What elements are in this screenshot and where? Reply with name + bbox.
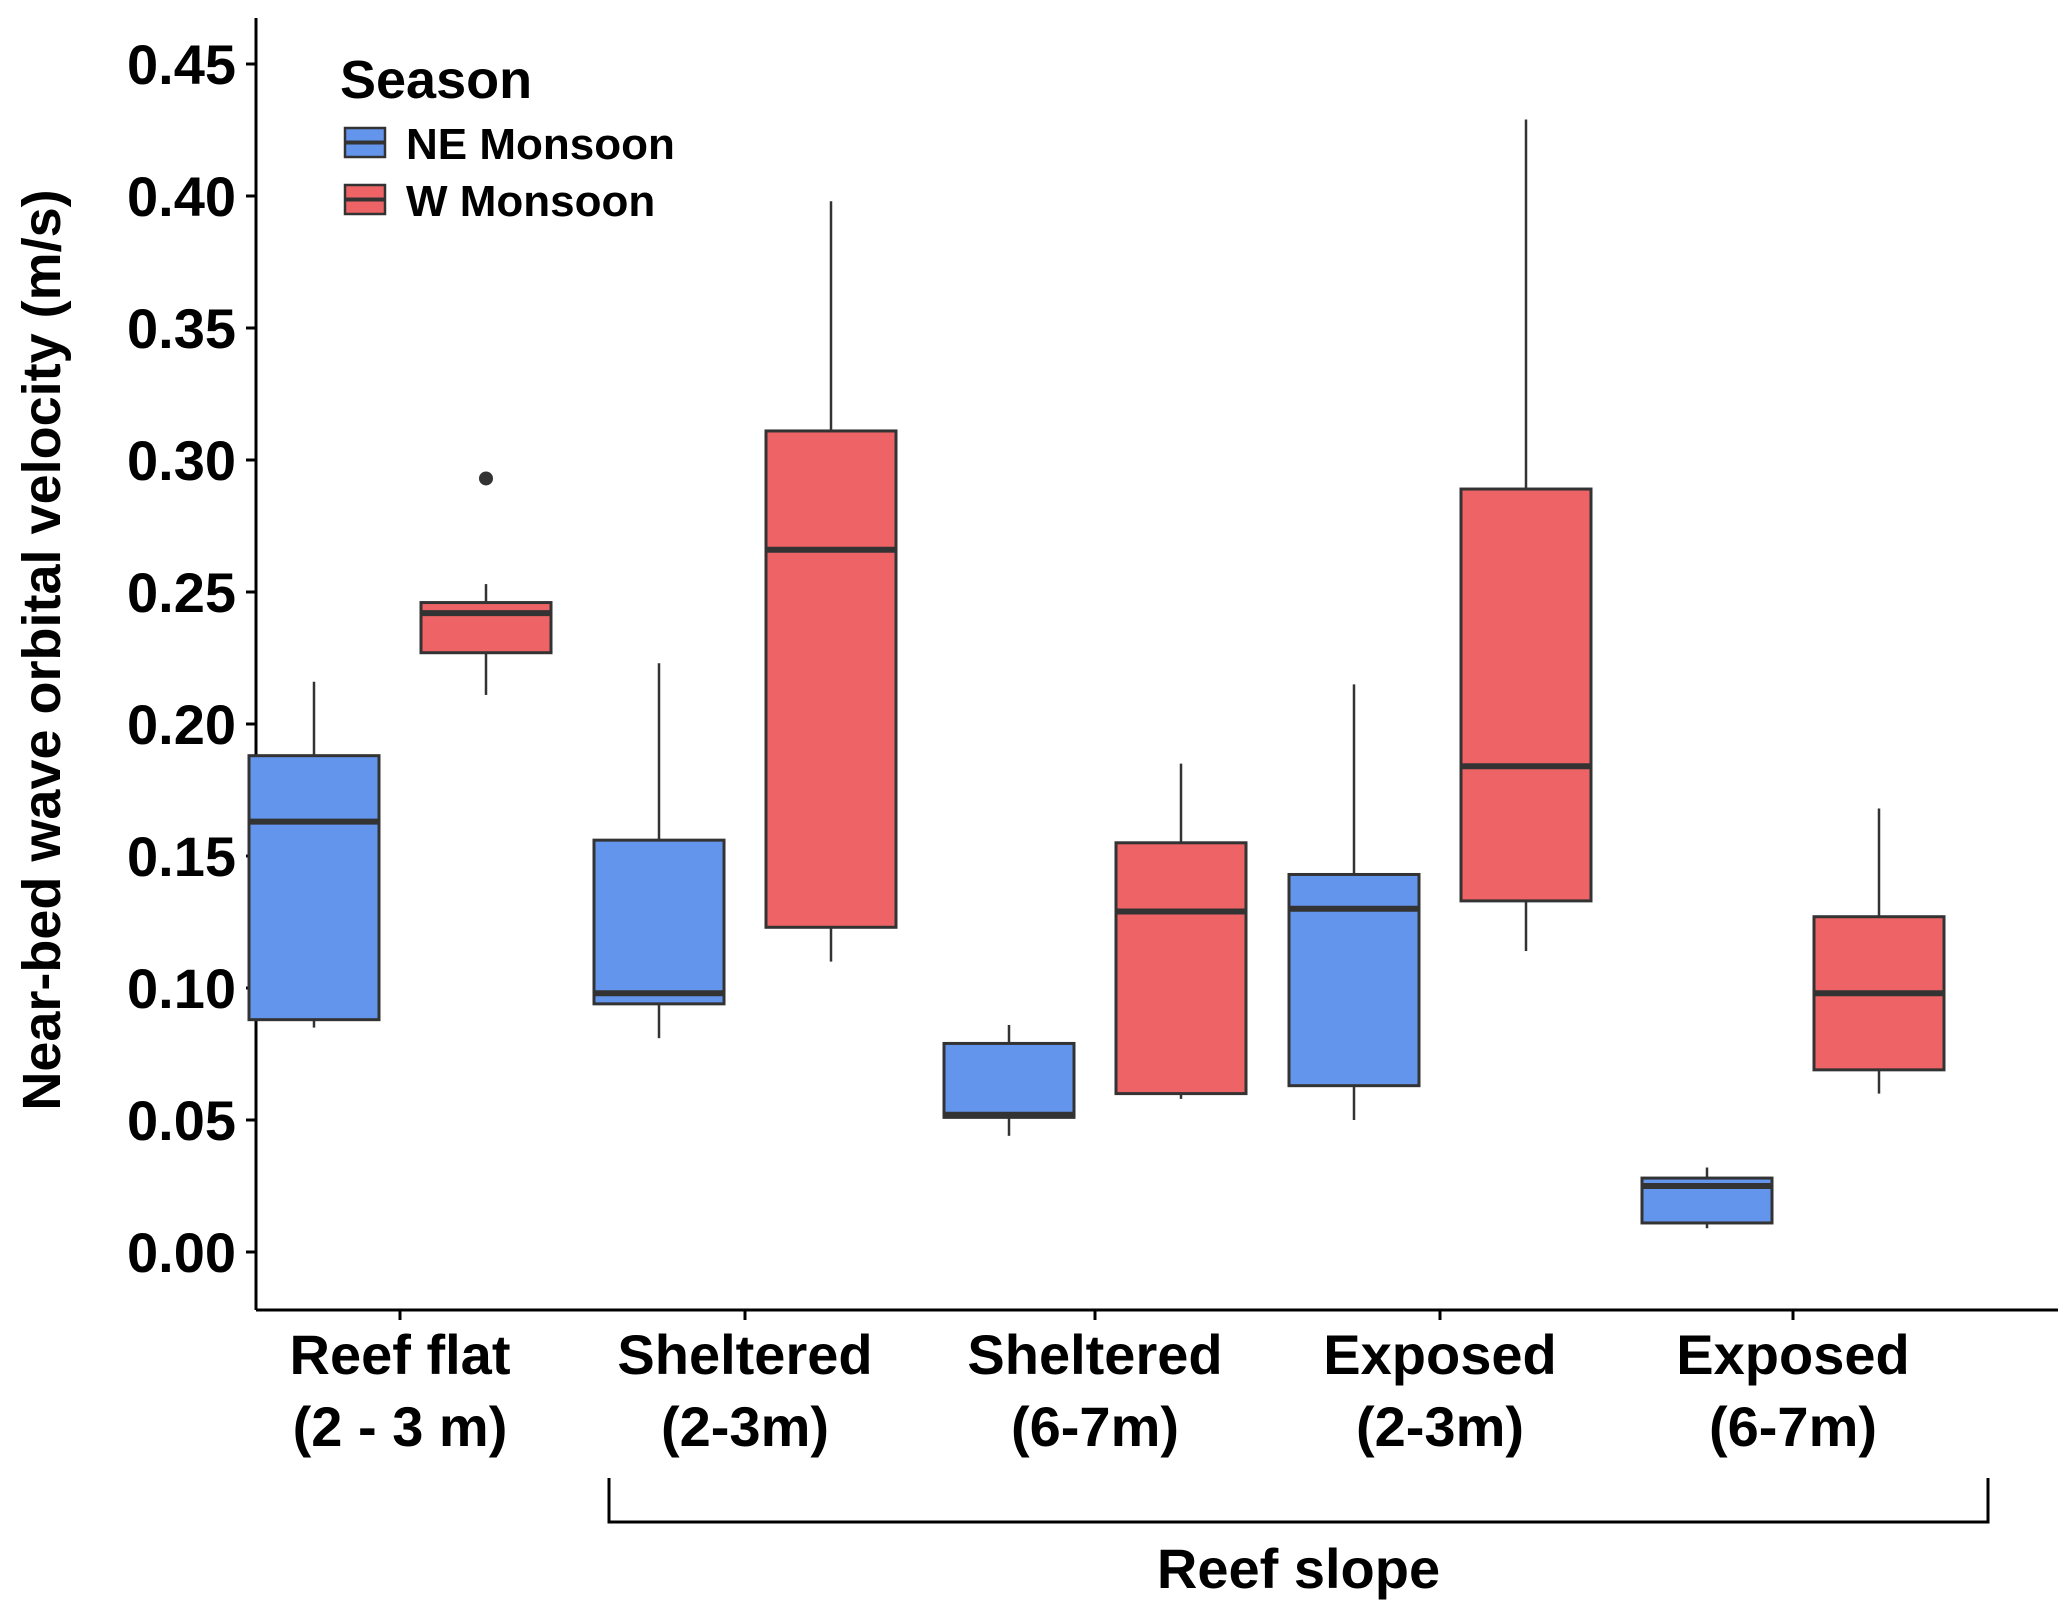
category-label-line2: (6-7m) (1709, 1395, 1877, 1458)
box-ne-monsoon-4 (1640, 1167, 1774, 1229)
y-tick-label: 0.20 (127, 693, 236, 756)
bracket-line (607, 1478, 1990, 1524)
box-iqr (1459, 487, 1593, 903)
legend-entry-ne-monsoon: NE Monsoon (343, 120, 675, 169)
box-w-monsoon-0 (419, 471, 553, 695)
box-ne-monsoon-1 (592, 663, 726, 1039)
category-label-line2: (6-7m) (1011, 1395, 1179, 1458)
box-w-monsoon-3 (1459, 119, 1593, 952)
category-label-line1: Sheltered (967, 1323, 1222, 1386)
category-label-line2: (2-3m) (1356, 1395, 1524, 1458)
category-label-line2: (2-3m) (661, 1395, 829, 1458)
category-label-line1: Exposed (1323, 1323, 1556, 1386)
y-tick-label: 0.45 (127, 33, 236, 96)
category-label-line1: Sheltered (617, 1323, 872, 1386)
box-iqr (247, 754, 381, 1022)
outlier-point (479, 471, 493, 486)
category-label-line1: Exposed (1676, 1323, 1909, 1386)
box-iqr (419, 601, 553, 655)
legend-label-ne-monsoon: NE Monsoon (406, 120, 675, 169)
legend-label-w-monsoon: W Monsoon (406, 177, 655, 226)
box-iqr (1114, 841, 1248, 1096)
y-ticks: 0.00 0.05 0.10 0.15 0.20 0.25 0.30 0.35 0.40 0.45 (127, 33, 256, 1284)
legend: Season NE Monsoon W Monsoon (340, 50, 675, 226)
box-iqr (942, 1041, 1076, 1119)
reef-slope-bracket: Reef slope (607, 1478, 1990, 1600)
box-ne-monsoon-2 (942, 1024, 1076, 1136)
y-tick-label: 0.00 (127, 1221, 236, 1284)
box-ne-monsoon-0 (247, 681, 381, 1028)
y-tick-label: 0.10 (127, 957, 236, 1020)
y-axis-title: Near-bed wave orbital velocity (m/s) (12, 189, 72, 1110)
y-tick-label: 0.40 (127, 165, 236, 228)
y-tick-label: 0.15 (127, 825, 236, 888)
y-tick-label: 0.25 (127, 561, 236, 624)
x-category-labels: Reef flat (2 - 3 m) Sheltered (2-3m) Shelter… (290, 1310, 1910, 1458)
legend-title: Season (340, 50, 532, 110)
category-label-line1: Reef flat (290, 1323, 511, 1386)
box-w-monsoon-2 (1114, 763, 1248, 1099)
y-tick-label: 0.05 (127, 1089, 236, 1152)
box-iqr (592, 838, 726, 1006)
y-tick-label: 0.30 (127, 429, 236, 492)
box-iqr (764, 429, 898, 929)
category-label-line2: (2 - 3 m) (293, 1395, 508, 1458)
box-w-monsoon-4 (1812, 808, 1946, 1094)
legend-entry-w-monsoon: W Monsoon (343, 177, 655, 226)
box-w-monsoon-1 (764, 201, 898, 962)
box-ne-monsoon-3 (1287, 684, 1421, 1120)
y-tick-label: 0.35 (127, 297, 236, 360)
boxes-layer (247, 119, 1946, 1229)
bracket-label: Reef slope (1157, 1537, 1440, 1600)
